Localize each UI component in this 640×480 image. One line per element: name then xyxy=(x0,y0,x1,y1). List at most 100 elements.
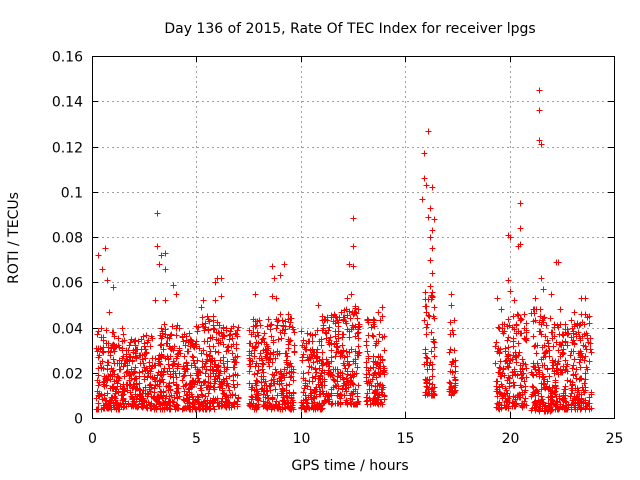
data-point xyxy=(251,353,258,360)
data-point xyxy=(562,398,569,405)
data-point xyxy=(334,373,341,380)
data-point xyxy=(315,302,322,309)
data-point xyxy=(215,340,222,347)
data-point xyxy=(368,382,375,389)
data-point xyxy=(429,385,436,392)
data-point xyxy=(519,356,526,363)
data-point xyxy=(494,295,501,302)
data-point xyxy=(165,387,172,394)
data-point xyxy=(540,286,547,293)
data-point xyxy=(355,382,362,389)
data-point xyxy=(316,365,323,372)
data-point xyxy=(309,353,316,360)
data-point xyxy=(380,368,387,375)
data-point xyxy=(146,382,153,389)
data-point xyxy=(529,383,536,390)
data-point xyxy=(278,335,285,342)
data-point xyxy=(288,368,295,375)
data-point xyxy=(207,357,214,364)
data-point xyxy=(254,370,261,377)
data-point xyxy=(253,322,260,329)
data-point xyxy=(354,315,361,322)
data-point xyxy=(352,386,359,393)
data-point xyxy=(119,392,126,399)
data-point xyxy=(553,385,560,392)
data-point xyxy=(429,245,436,252)
y-tick-label: 0 xyxy=(74,412,83,428)
data-point xyxy=(422,376,429,383)
data-point xyxy=(145,337,152,344)
data-point xyxy=(104,359,111,366)
data-point xyxy=(553,259,560,266)
data-point xyxy=(319,388,326,395)
data-point xyxy=(175,361,182,368)
data-point xyxy=(324,314,331,321)
data-point xyxy=(190,342,197,349)
data-point xyxy=(552,388,559,395)
data-point xyxy=(560,390,567,397)
data-point xyxy=(492,360,499,367)
data-point xyxy=(424,366,431,373)
data-point xyxy=(180,383,187,390)
data-point xyxy=(581,321,588,328)
data-point xyxy=(158,335,165,342)
data-point xyxy=(364,348,371,355)
data-point xyxy=(377,317,384,324)
data-point xyxy=(501,321,508,328)
data-point xyxy=(428,329,435,336)
data-point xyxy=(446,386,453,393)
data-point xyxy=(97,360,104,367)
data-point xyxy=(542,408,549,415)
data-point xyxy=(318,336,325,343)
data-point xyxy=(273,316,280,323)
data-point xyxy=(255,392,262,399)
data-point xyxy=(332,353,339,360)
data-point xyxy=(268,321,275,328)
data-point xyxy=(503,398,510,405)
data-point xyxy=(494,400,501,407)
data-point xyxy=(569,365,576,372)
data-point xyxy=(211,386,218,393)
data-point xyxy=(334,400,341,407)
data-point xyxy=(209,398,216,405)
y-tick-label: 0.04 xyxy=(52,322,83,338)
data-point xyxy=(143,365,150,372)
data-point xyxy=(544,378,551,385)
data-point xyxy=(265,316,272,323)
data-point xyxy=(448,392,455,399)
data-point xyxy=(347,315,354,322)
data-point xyxy=(429,373,436,380)
data-point xyxy=(180,396,187,403)
data-point xyxy=(161,400,168,407)
data-point xyxy=(148,333,155,340)
data-point xyxy=(130,347,137,354)
data-point xyxy=(247,357,254,364)
data-point xyxy=(246,400,253,407)
data-point xyxy=(351,371,358,378)
data-point xyxy=(168,331,175,338)
data-point xyxy=(320,400,327,407)
data-point xyxy=(162,266,169,273)
data-point xyxy=(273,295,280,302)
data-point xyxy=(121,360,128,367)
data-point xyxy=(519,389,526,396)
data-point xyxy=(259,360,266,367)
data-point xyxy=(517,200,524,207)
data-point xyxy=(520,402,527,409)
data-point xyxy=(121,403,128,410)
data-point xyxy=(179,377,186,384)
data-point xyxy=(535,367,542,374)
y-tick-label: 0.06 xyxy=(52,276,83,292)
data-point xyxy=(582,399,589,406)
data-point xyxy=(279,404,286,411)
data-point xyxy=(505,374,512,381)
data-point xyxy=(211,380,218,387)
data-point xyxy=(195,372,202,379)
data-point xyxy=(247,363,254,370)
data-point xyxy=(215,362,222,369)
data-point xyxy=(126,372,133,379)
data-point xyxy=(110,341,117,348)
data-point xyxy=(333,343,340,350)
x-tick-label: 20 xyxy=(502,431,520,447)
data-point xyxy=(214,375,221,382)
